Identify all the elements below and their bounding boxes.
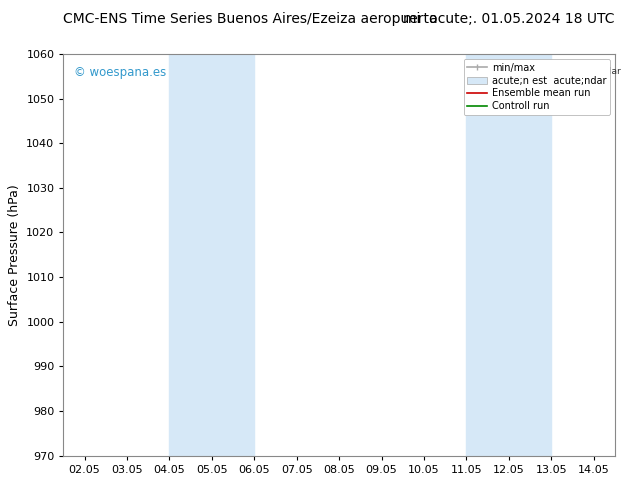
Text: © woespana.es: © woespana.es <box>74 66 167 79</box>
Text: mi  acute;. 01.05.2024 18 UTC: mi acute;. 01.05.2024 18 UTC <box>403 12 615 26</box>
Bar <box>169 54 254 456</box>
Y-axis label: Surface Pressure (hPa): Surface Pressure (hPa) <box>8 184 21 326</box>
Text: Desviaci  acute;n est  acute;ndar: Desviaci acute;n est acute;ndar <box>470 67 621 76</box>
Text: CMC-ENS Time Series Buenos Aires/Ezeiza aeropuerto: CMC-ENS Time Series Buenos Aires/Ezeiza … <box>63 12 438 26</box>
Bar <box>467 54 552 456</box>
Legend: min/max, acute;n est  acute;ndar, Ensemble mean run, Controll run: min/max, acute;n est acute;ndar, Ensembl… <box>463 59 610 115</box>
